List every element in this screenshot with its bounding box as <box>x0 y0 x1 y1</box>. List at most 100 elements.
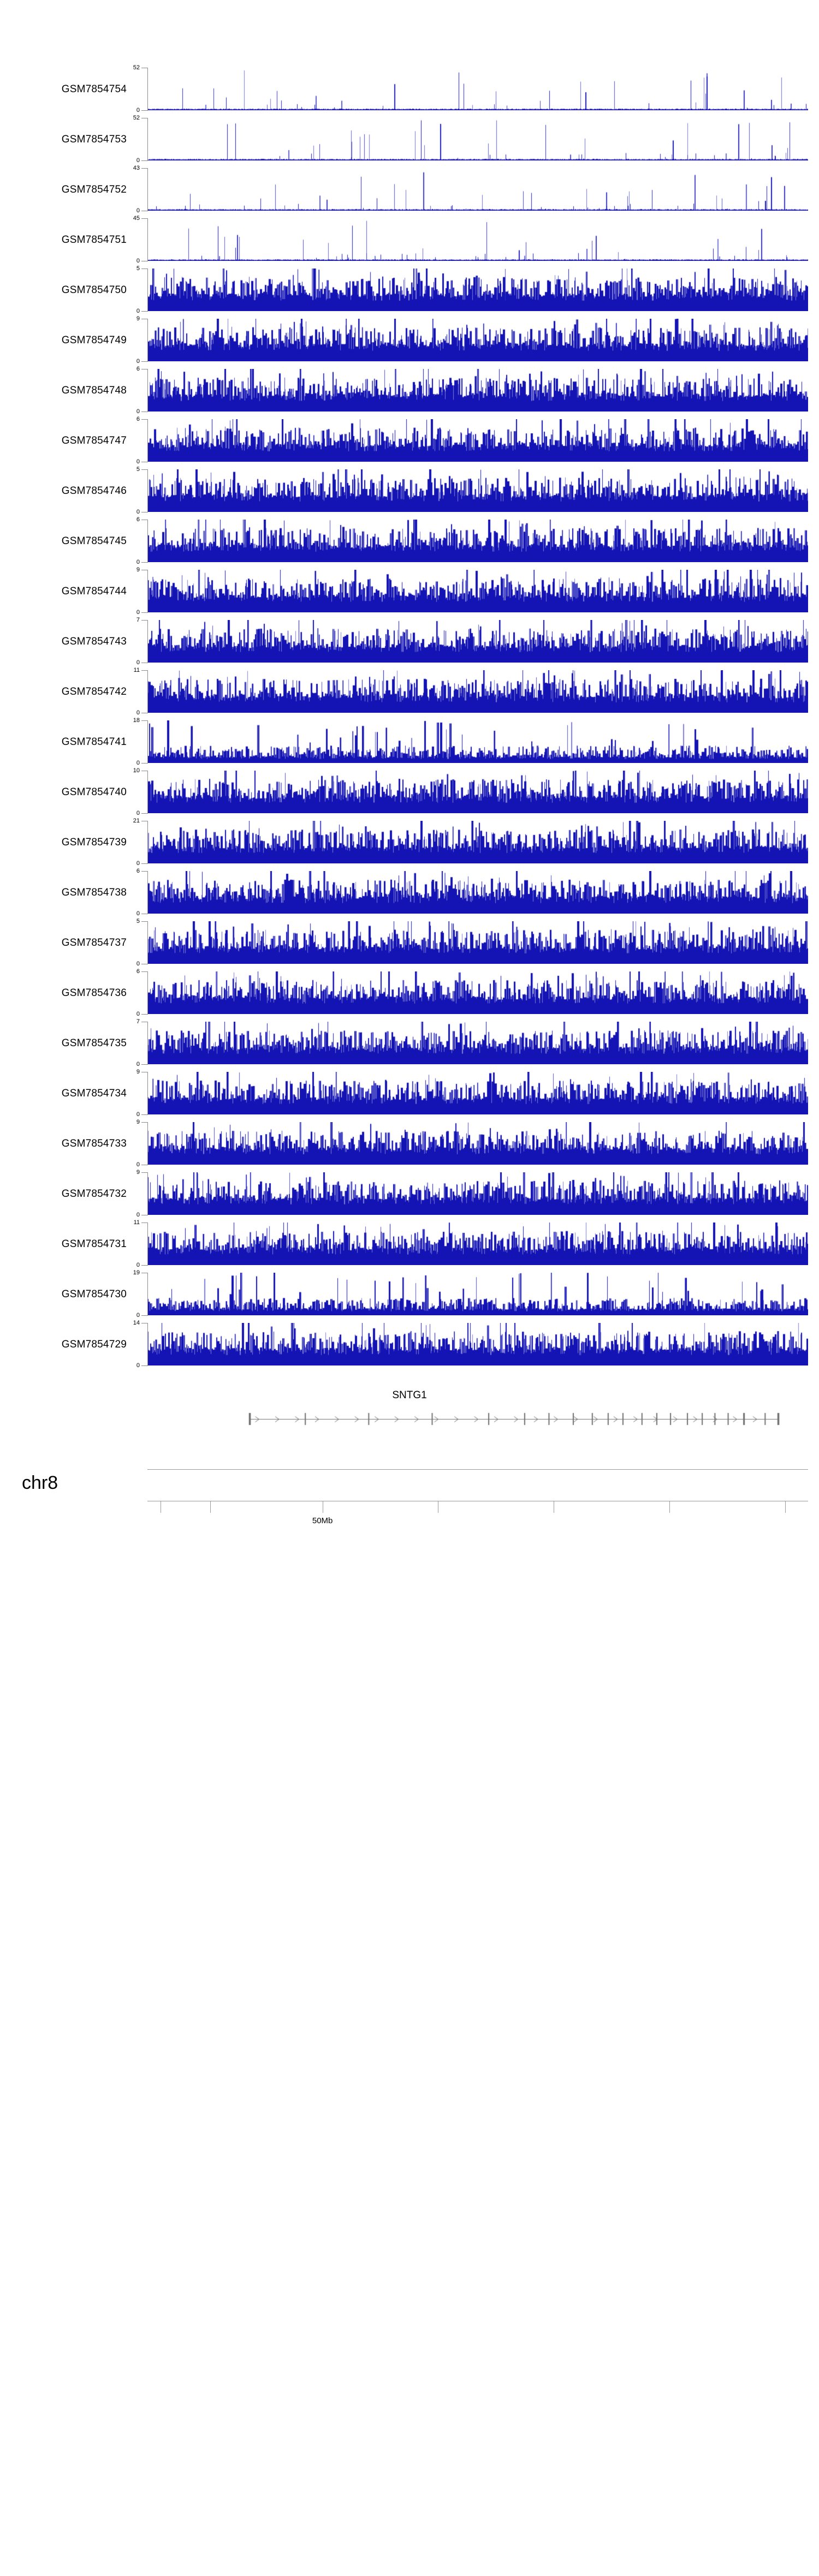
coverage-histogram[interactable] <box>148 1323 808 1365</box>
coverage-histogram[interactable] <box>148 218 808 261</box>
coverage-track-row[interactable]: GSM7854748 6 0 <box>0 366 819 416</box>
coverage-track-row[interactable]: GSM7854734 9 0 <box>0 1069 819 1119</box>
top-spacer <box>0 0 819 64</box>
track-plot-area[interactable]: 21 0 <box>133 818 808 868</box>
coverage-track-row[interactable]: GSM7854740 10 0 <box>0 767 819 818</box>
coverage-histogram[interactable] <box>148 620 808 663</box>
coverage-track-row[interactable]: GSM7854738 6 0 <box>0 868 819 918</box>
coverage-track-row[interactable]: GSM7854739 21 0 <box>0 818 819 868</box>
track-sample-label: GSM7854736 <box>61 987 127 999</box>
coverage-histogram[interactable] <box>148 1072 808 1114</box>
coverage-histogram[interactable] <box>148 1273 808 1315</box>
track-plot-area[interactable]: 11 0 <box>134 667 808 717</box>
y-axis-line <box>147 821 148 863</box>
track-plot-area[interactable]: 45 0 <box>133 215 808 265</box>
coverage-track-row[interactable]: GSM7854736 6 0 <box>0 968 819 1018</box>
coverage-histogram[interactable] <box>148 68 808 110</box>
coverage-track-row[interactable]: GSM7854744 9 0 <box>0 567 819 617</box>
coverage-histogram[interactable] <box>148 871 808 914</box>
y-axis-max-label: 6 <box>136 366 140 372</box>
coverage-histogram[interactable] <box>148 570 808 612</box>
coverage-histogram[interactable] <box>148 1223 808 1265</box>
coverage-track-row[interactable]: GSM7854753 52 0 <box>0 115 819 165</box>
track-plot-area[interactable]: 52 0 <box>133 115 808 165</box>
coverage-track-row[interactable]: GSM7854745 6 0 <box>0 516 819 567</box>
gene-annotation-track[interactable]: SNTG1 <box>0 1384 819 1450</box>
track-sample-label: GSM7854746 <box>61 485 127 497</box>
track-plot-area[interactable]: 19 0 <box>133 1269 808 1320</box>
coverage-histogram[interactable] <box>148 269 808 311</box>
coverage-histogram[interactable] <box>148 520 808 562</box>
track-sample-label: GSM7854743 <box>61 636 127 647</box>
coverage-histogram[interactable] <box>148 921 808 964</box>
coverage-track-row[interactable]: GSM7854729 14 0 <box>0 1320 819 1370</box>
track-plot-area[interactable]: 14 0 <box>133 1320 808 1370</box>
coverage-histogram[interactable] <box>148 419 808 462</box>
coverage-track-row[interactable]: GSM7854742 11 0 <box>0 667 819 717</box>
y-axis-min-label: 0 <box>136 308 140 314</box>
track-plot-area[interactable]: 43 0 <box>133 165 808 215</box>
coverage-histogram[interactable] <box>148 771 808 813</box>
coverage-track-row[interactable]: GSM7854737 5 0 <box>0 918 819 968</box>
track-plot-area[interactable]: 10 0 <box>133 767 808 818</box>
coverage-histogram[interactable] <box>148 118 808 160</box>
coverage-histogram[interactable] <box>148 1122 808 1165</box>
chromosome-top-line <box>147 1469 808 1470</box>
coverage-histogram[interactable] <box>148 821 808 863</box>
coverage-histogram[interactable] <box>148 319 808 361</box>
y-axis-max-label: 5 <box>136 466 140 473</box>
coverage-track-row[interactable]: GSM7854754 52 0 <box>0 64 819 115</box>
chromosome-ruler-track[interactable]: chr8 50Mb <box>0 1450 819 1548</box>
track-plot-area[interactable]: 18 0 <box>133 717 808 767</box>
y-axis-tick-max <box>141 670 148 671</box>
y-axis-line <box>147 218 148 261</box>
coverage-histogram[interactable] <box>148 168 808 211</box>
coverage-track-row[interactable]: GSM7854751 45 0 <box>0 215 819 265</box>
y-axis-line <box>147 1022 148 1064</box>
coverage-track-row[interactable]: GSM7854749 9 0 <box>0 315 819 366</box>
coverage-track-row[interactable]: GSM7854730 19 0 <box>0 1269 819 1320</box>
coverage-track-row[interactable]: GSM7854732 9 0 <box>0 1169 819 1219</box>
coverage-track-row[interactable]: GSM7854750 5 0 <box>0 265 819 315</box>
coverage-histogram[interactable] <box>148 670 808 713</box>
coverage-histogram[interactable] <box>148 369 808 412</box>
y-axis-max-label: 6 <box>136 416 140 422</box>
coverage-track-row[interactable]: GSM7854746 5 0 <box>0 466 819 516</box>
y-axis-tick-min <box>141 1365 148 1366</box>
y-axis-min-label: 0 <box>136 107 140 114</box>
coverage-histogram[interactable] <box>148 971 808 1014</box>
coverage-histogram[interactable] <box>148 469 808 512</box>
coverage-track-row[interactable]: GSM7854733 9 0 <box>0 1119 819 1169</box>
track-plot-area[interactable]: 11 0 <box>134 1219 808 1269</box>
y-axis-tick-max <box>141 871 148 872</box>
coverage-track-row[interactable]: GSM7854741 18 0 <box>0 717 819 767</box>
y-axis-line <box>147 319 148 361</box>
coverage-track-row[interactable]: GSM7854747 6 0 <box>0 416 819 466</box>
coverage-track-row[interactable]: GSM7854743 7 0 <box>0 617 819 667</box>
y-axis-tick-min <box>141 311 148 312</box>
coverage-track-row[interactable]: GSM7854735 7 0 <box>0 1018 819 1069</box>
y-axis-line <box>147 971 148 1014</box>
coverage-histogram[interactable] <box>148 1172 808 1215</box>
coverage-histogram[interactable] <box>148 1022 808 1064</box>
gene-model-graphic[interactable] <box>147 1407 808 1433</box>
coverage-histogram[interactable] <box>148 720 808 763</box>
coverage-track-row[interactable]: GSM7854731 11 0 <box>0 1219 819 1269</box>
track-plot-area[interactable]: 52 0 <box>133 64 808 115</box>
coverage-track-row[interactable]: GSM7854752 43 0 <box>0 165 819 215</box>
